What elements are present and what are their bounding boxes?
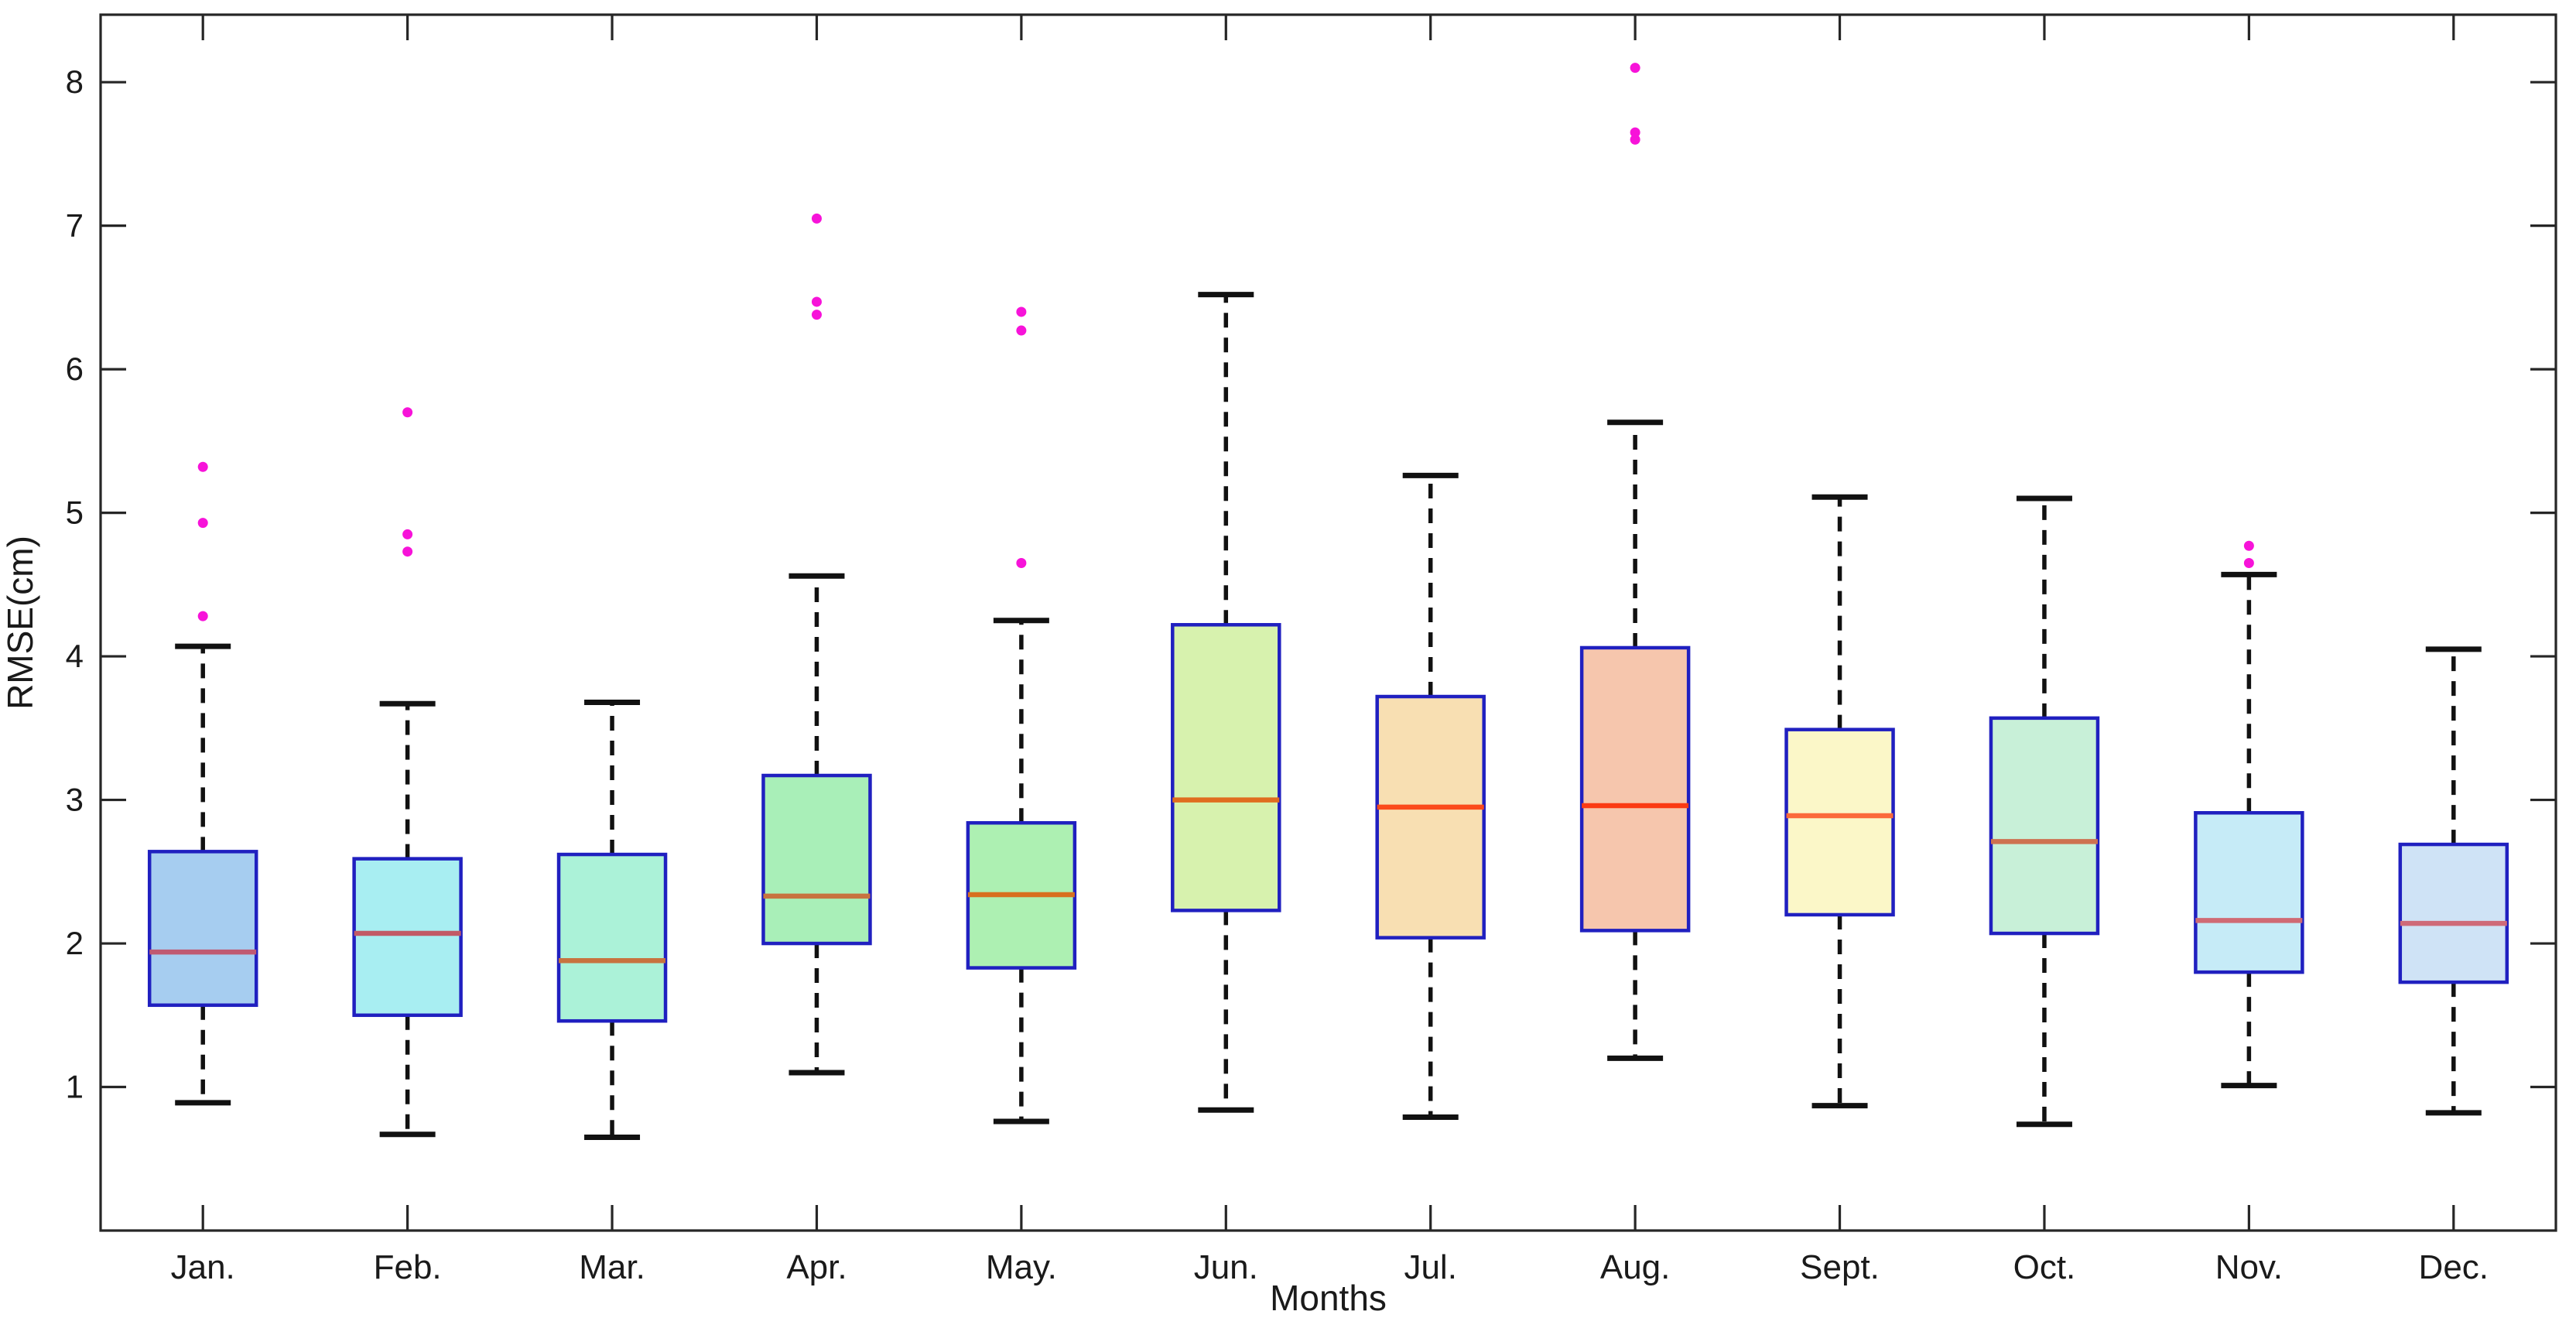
outlier-jan-3 [197,461,208,472]
box-jan [147,850,258,1008]
outlier-jan-2 [197,518,208,529]
outlier-aug-2 [1630,127,1640,138]
x-axis-title: Months [1270,1278,1387,1318]
box-aug [1579,645,1691,933]
box-jul [1375,694,1486,940]
axis-frame [99,13,2557,1232]
xtick-label-oct: Oct. [2013,1248,2076,1286]
outlier-may-2 [1016,325,1027,336]
outlier-aug-1 [1630,134,1640,145]
xtick-label-jan: Jan. [171,1248,235,1286]
xtick-label-feb: Feb. [374,1248,442,1286]
ytick-label-4: 4 [66,638,84,674]
outlier-nov-1 [2243,558,2254,569]
box-dec [2398,842,2509,984]
outlier-apr-3 [811,213,822,224]
outlier-apr-2 [811,296,822,307]
ytick-label-1: 1 [66,1069,84,1105]
xtick-label-mar: Mar. [579,1248,645,1286]
outlier-feb-1 [402,546,413,557]
xtick-label-sept: Sept. [1800,1248,1880,1286]
xtick-label-may: May. [986,1248,1057,1286]
xtick-label-nov: Nov. [2215,1248,2283,1286]
box-apr [761,773,872,946]
ytick-label-2: 2 [66,925,84,961]
ytick-label-7: 7 [66,207,84,244]
ytick-label-5: 5 [66,495,84,531]
outlier-feb-2 [402,529,413,539]
box-oct [1989,716,2100,936]
xtick-label-jun: Jun. [1194,1248,1258,1286]
box-nov [2194,811,2304,974]
ytick-label-6: 6 [66,351,84,387]
outlier-nov-2 [2243,540,2254,551]
xtick-label-apr: Apr. [786,1248,847,1286]
box-feb [352,857,463,1018]
outlier-aug-3 [1630,63,1640,74]
outlier-may-1 [1016,558,1027,569]
xtick-label-aug: Aug. [1600,1248,1671,1286]
outlier-may-3 [1016,306,1027,317]
y-axis-title: RMSE(cm) [0,536,40,710]
xtick-label-jul: Jul. [1404,1248,1456,1286]
outlier-feb-3 [402,407,413,418]
ytick-label-3: 3 [66,782,84,818]
outlier-jan-1 [197,611,208,621]
outlier-apr-1 [811,310,822,320]
box-mar [556,852,668,1023]
xtick-label-dec: Dec. [2419,1248,2489,1286]
box-jun [1171,623,1281,912]
ytick-label-8: 8 [66,63,84,100]
box-sept [1784,727,1895,917]
